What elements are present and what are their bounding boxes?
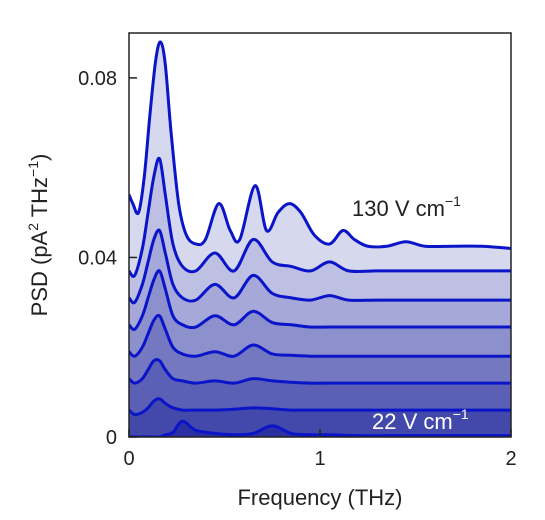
x-tick-label-0: 0 bbox=[123, 448, 134, 470]
annotation-top-sup: −1 bbox=[445, 193, 461, 209]
y-axis-title-sup2: −1 bbox=[25, 161, 41, 177]
series-line-5 bbox=[129, 228, 511, 305]
annotation-top: 130 V cm−1 bbox=[352, 193, 461, 221]
y-tick-label-0: 0 bbox=[106, 427, 117, 449]
series-line-1 bbox=[129, 397, 511, 417]
x-axis-ticks: 0 1 2 bbox=[123, 429, 517, 470]
annotation-bottom: 22 V cm−1 bbox=[372, 406, 469, 434]
y-tick-label-1: 0.04 bbox=[78, 247, 117, 269]
series-line-4 bbox=[129, 269, 511, 331]
annotation-bottom-sup: −1 bbox=[453, 406, 469, 422]
x-axis-title: Frequency (THz) bbox=[237, 485, 402, 510]
series-line-3 bbox=[129, 313, 511, 358]
annotation-bottom-text: 22 V cm bbox=[372, 409, 453, 434]
y-axis-title-end: ) bbox=[27, 154, 52, 161]
series-line-0 bbox=[129, 419, 511, 437]
series-line-7 bbox=[129, 40, 511, 250]
annotation-top-text: 130 V cm bbox=[352, 196, 445, 221]
y-tick-label-2: 0.08 bbox=[78, 68, 117, 90]
y-axis-title-mid: THz bbox=[27, 177, 52, 223]
series-fill-1 bbox=[129, 398, 511, 437]
y-axis-title: PSD (pA2 THz−1) bbox=[25, 154, 52, 317]
x-tick-label-2: 2 bbox=[505, 448, 516, 470]
y-axis-title-main: PSD (pA bbox=[27, 230, 52, 316]
y-axis-title-group: PSD (pA2 THz−1) bbox=[25, 154, 52, 317]
y-axis-title-sup1: 2 bbox=[25, 223, 41, 231]
x-tick-label-1: 1 bbox=[314, 448, 325, 470]
series-line-6 bbox=[129, 156, 511, 278]
y-axis-ticks: 0 0.04 0.08 bbox=[78, 68, 137, 449]
series-lines bbox=[129, 40, 511, 437]
series-line-2 bbox=[129, 358, 511, 385]
